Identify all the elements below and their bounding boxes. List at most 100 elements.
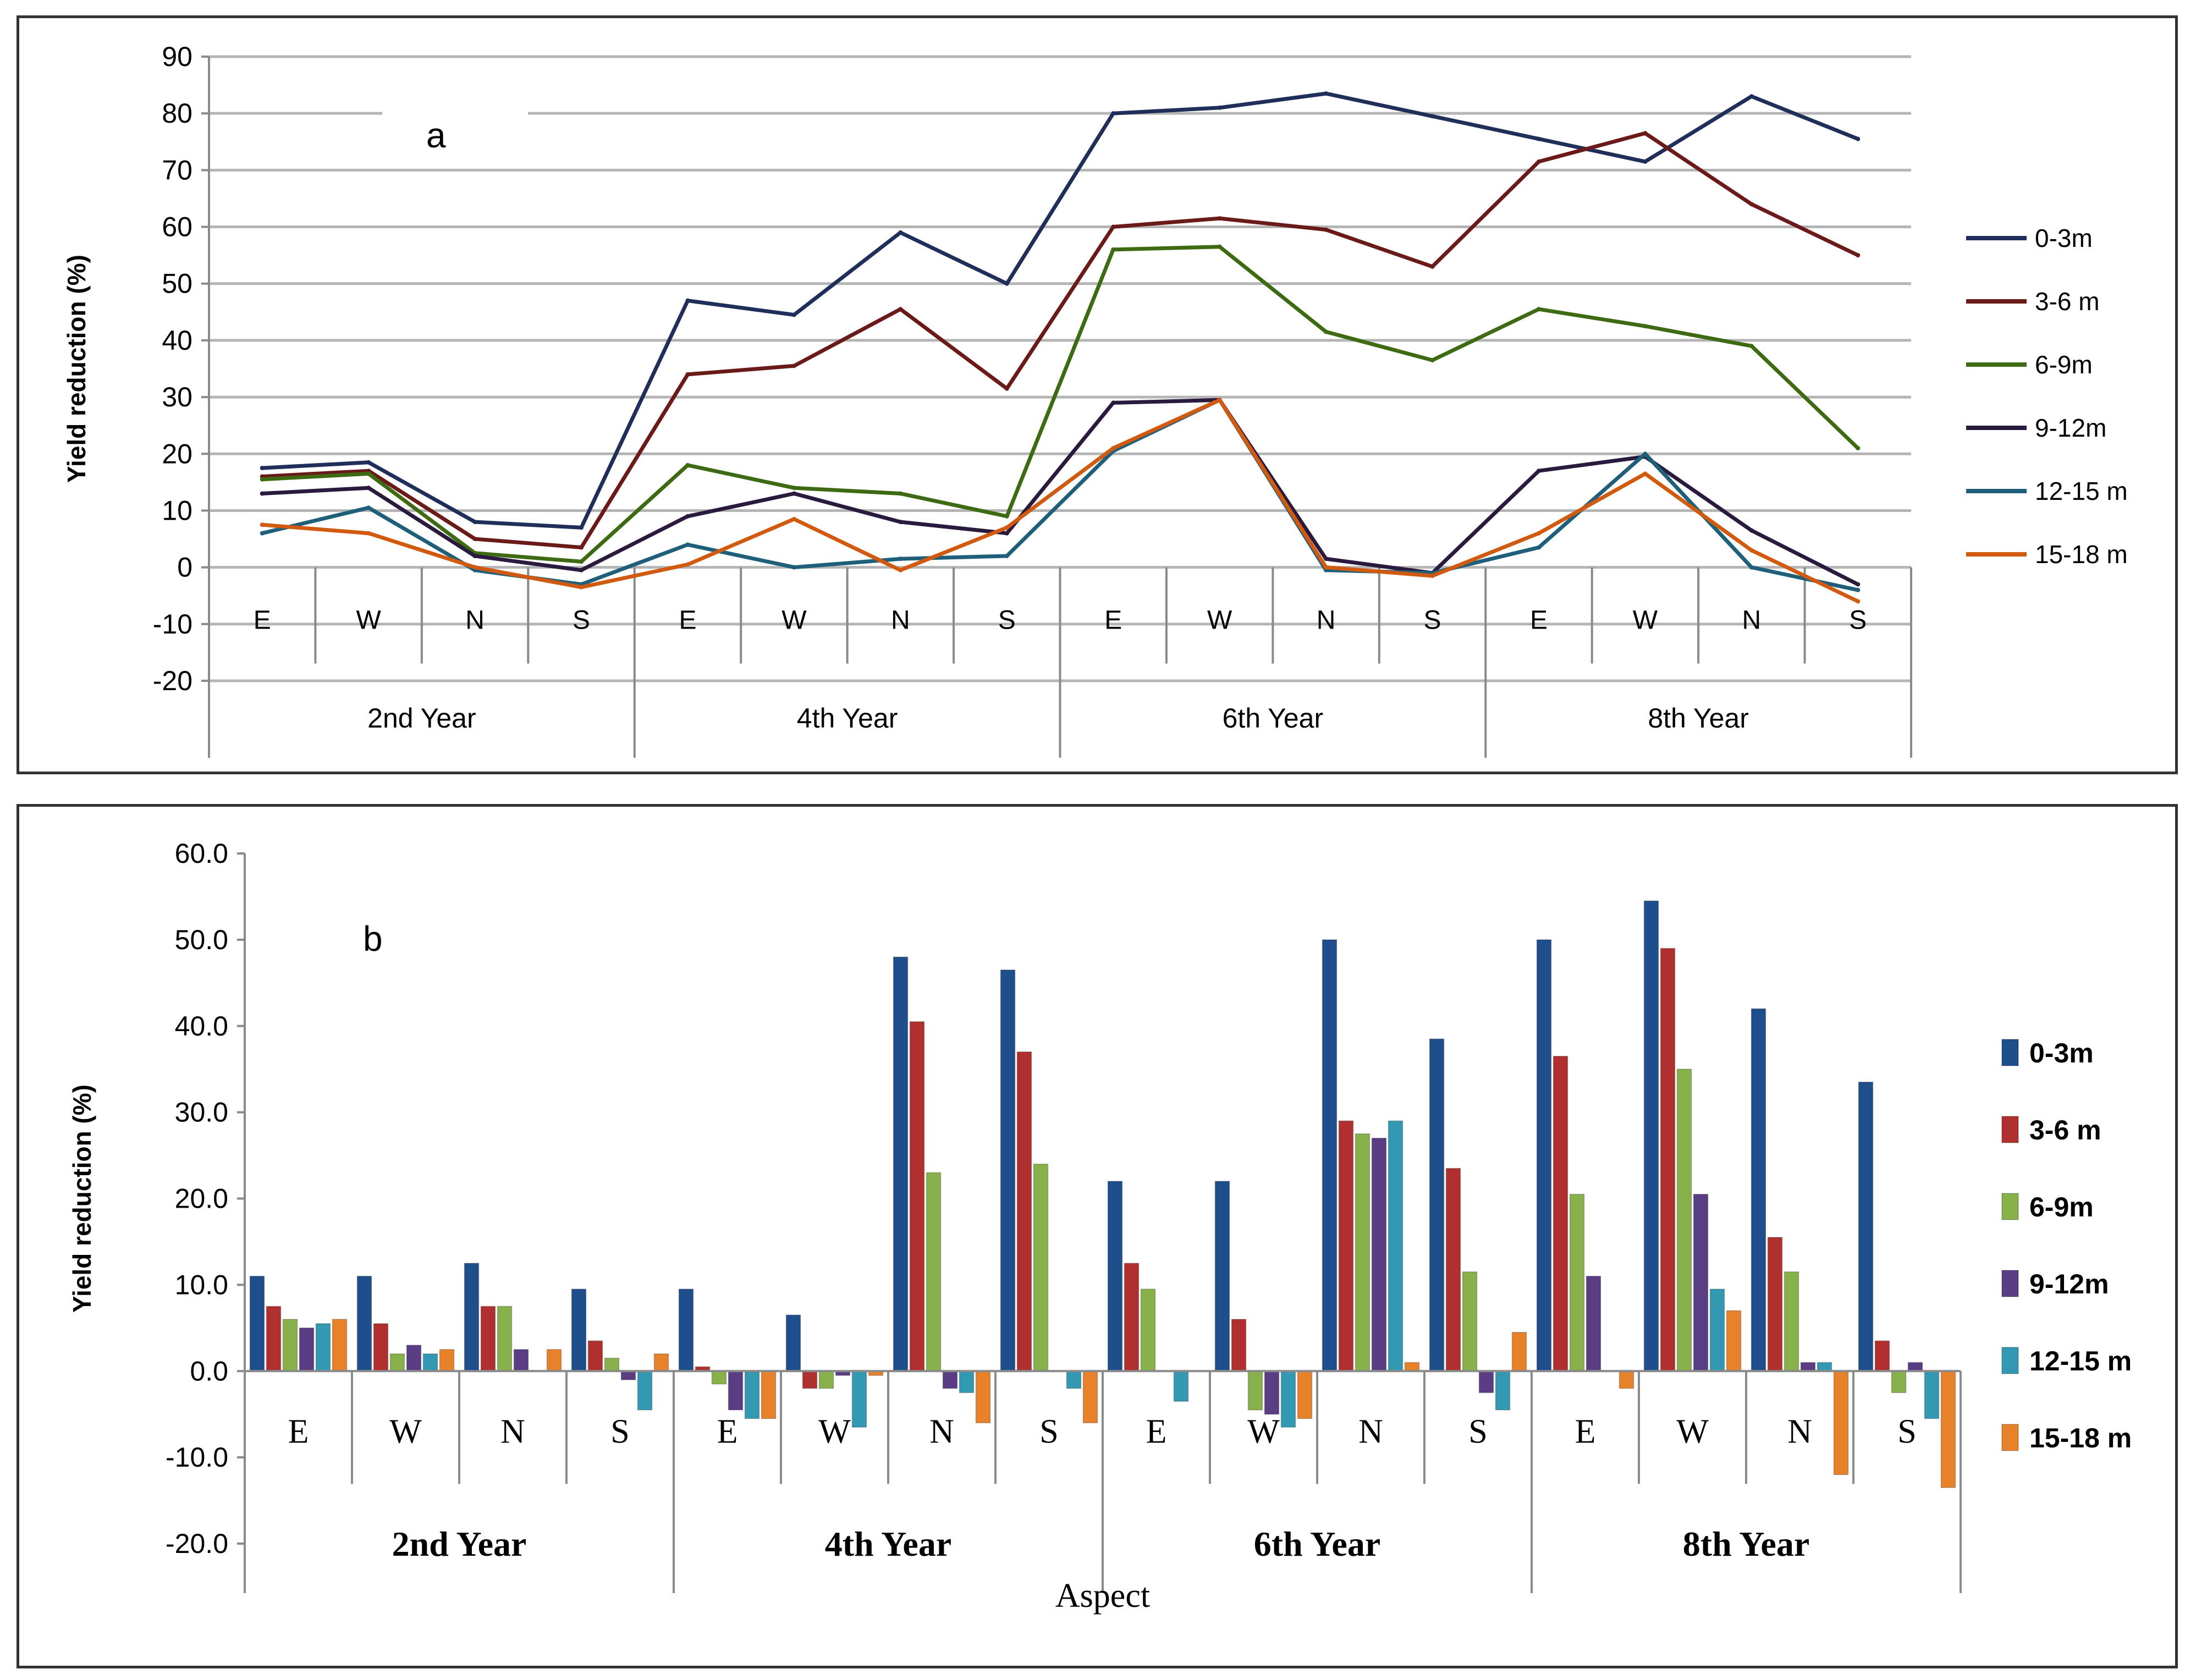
x-tick-label: S — [1897, 1413, 1916, 1450]
data-point — [898, 568, 903, 572]
data-point — [1643, 471, 1648, 476]
x-tick-label: N — [929, 1413, 954, 1450]
bar — [1553, 1055, 1568, 1372]
data-point — [366, 471, 371, 476]
x-tick-label: E — [288, 1413, 309, 1450]
data-point — [1643, 159, 1648, 164]
x-tick-label: W — [1633, 606, 1658, 635]
bar — [744, 1370, 760, 1419]
x-tick-label: W — [1207, 606, 1232, 635]
legend-label: 15-18 m — [2029, 1423, 2132, 1453]
legend-label: 15-18 m — [2035, 540, 2128, 569]
bar — [909, 1021, 925, 1371]
bar — [1033, 1164, 1049, 1372]
data-point — [579, 559, 584, 564]
y-tick-label: 30.0 — [175, 1097, 228, 1128]
data-point — [1749, 565, 1754, 570]
series-line — [262, 131, 1859, 549]
data-point — [1324, 227, 1329, 232]
legend-label: 9-12m — [2029, 1269, 2109, 1299]
x-tick-label: E — [717, 1413, 738, 1450]
data-point — [472, 554, 477, 558]
data-point — [472, 537, 477, 542]
bar — [373, 1323, 389, 1372]
y-tick-label: -10.0 — [166, 1442, 228, 1473]
bar — [1709, 1288, 1725, 1371]
data-point — [1749, 202, 1754, 207]
x-tick-label: W — [1247, 1413, 1280, 1450]
group-label: 4th Year — [797, 703, 898, 734]
bar — [1726, 1310, 1742, 1371]
y-tick-label: 10 — [162, 495, 192, 526]
bar — [480, 1306, 496, 1372]
legend-swatch — [2001, 1347, 2019, 1374]
bar — [571, 1288, 587, 1371]
data-point — [366, 460, 371, 465]
legend-label: 0-3m — [2035, 224, 2093, 252]
bar — [1619, 1370, 1634, 1389]
data-point — [260, 491, 265, 496]
data-point — [1856, 445, 1861, 450]
data-point — [260, 466, 265, 471]
data-point — [1749, 528, 1754, 533]
x-tick-label: E — [1146, 1413, 1167, 1450]
y-tick-label: 40.0 — [175, 1011, 228, 1042]
bar — [1858, 1081, 1874, 1371]
bar — [711, 1370, 727, 1385]
bar — [1247, 1370, 1263, 1411]
data-point — [1643, 324, 1648, 329]
bar — [1676, 1068, 1692, 1372]
bar — [1833, 1370, 1849, 1475]
data-point — [1536, 469, 1541, 473]
bar — [1429, 1038, 1445, 1372]
bar — [620, 1370, 636, 1380]
data-point — [1324, 329, 1329, 334]
data-point — [1643, 131, 1648, 136]
bar — [1000, 970, 1016, 1372]
bar — [439, 1349, 455, 1371]
series-line — [261, 398, 1859, 592]
bar — [1940, 1370, 1956, 1488]
data-point — [898, 520, 903, 525]
y-axis-label: Yield reduction (%) — [68, 1084, 96, 1313]
bar — [604, 1357, 620, 1371]
data-point — [1004, 554, 1009, 558]
bar — [282, 1319, 298, 1371]
bar — [546, 1349, 562, 1371]
legend-label: 0-3m — [2029, 1038, 2094, 1068]
data-point — [898, 230, 903, 235]
legend-label: 3-6 m — [2035, 287, 2100, 316]
x-tick-label: N — [891, 606, 910, 635]
x-tick-label: N — [1317, 606, 1336, 635]
x-tick-label: W — [1676, 1413, 1709, 1450]
data-point — [898, 307, 903, 312]
x-tick-label: W — [356, 606, 382, 635]
bar — [1478, 1370, 1494, 1393]
x-tick-label: S — [610, 1413, 629, 1450]
data-point — [1111, 224, 1116, 229]
panel-b: 60.0 50.0 40.0 30.0 20.0 10.0 0.0 -10.0 -20.0 Yie… — [16, 804, 2178, 1668]
data-point — [1856, 599, 1861, 604]
data-point — [1536, 307, 1541, 312]
x-tick-label: W — [781, 606, 807, 635]
bar — [406, 1345, 422, 1372]
bar — [1404, 1362, 1420, 1372]
data-point — [1217, 398, 1222, 403]
bar — [1231, 1319, 1247, 1371]
x-tick-label: N — [500, 1413, 525, 1450]
y-tick-label: 50.0 — [175, 924, 228, 955]
data-point — [685, 514, 690, 519]
x-tick-label: E — [1104, 606, 1122, 635]
x-tick-label: E — [679, 606, 696, 635]
bar — [587, 1340, 603, 1371]
panel-a: 90 80 70 60 50 40 30 20 10 0 -10 -20 a Yield reductio… — [16, 15, 2178, 774]
data-point — [1004, 514, 1009, 519]
bar — [249, 1275, 265, 1372]
data-point — [260, 522, 265, 527]
data-point — [1111, 111, 1116, 116]
data-point — [579, 525, 584, 530]
series-line — [262, 398, 1859, 603]
bar — [851, 1370, 867, 1428]
x-tick-label: E — [1575, 1413, 1596, 1450]
y-tick-label: 20 — [162, 438, 192, 469]
